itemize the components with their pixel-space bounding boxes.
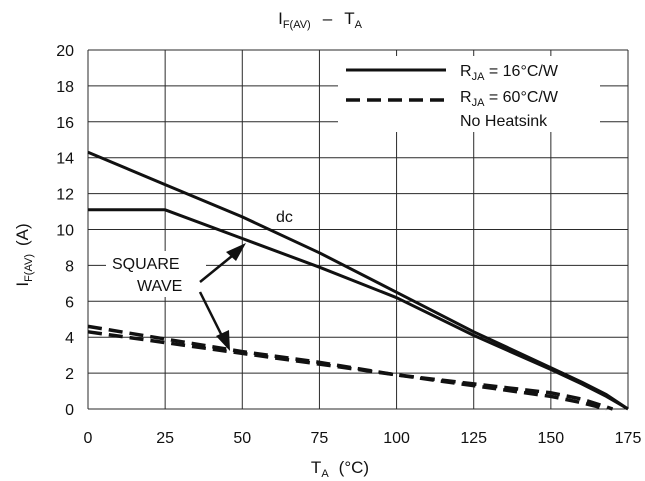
square-wave-arrow-upper: [199, 255, 233, 283]
title-sep: –: [323, 9, 333, 28]
y-tick-label: 4: [65, 330, 74, 347]
legend-label-3: No Heatsink: [460, 113, 548, 130]
square-wave-label-line1: SQUARE: [112, 256, 180, 273]
title-sub: F(AV): [283, 19, 311, 31]
y-tick-label: 2: [65, 366, 74, 383]
square-wave-label-line2: WAVE: [137, 278, 182, 295]
title-main: I: [278, 9, 283, 28]
square-wave-arrow-lower: [198, 291, 224, 337]
y-tick-label: 12: [56, 187, 74, 204]
legend-label-1: RJA = 16°C/W: [460, 63, 559, 83]
x-tick-label: 50: [233, 430, 251, 447]
x-tick-label: 100: [383, 430, 410, 447]
y-tick-label: 8: [65, 258, 74, 275]
series-line-4: [87, 330, 614, 411]
series-line-3: [87, 324, 607, 411]
square-wave-arrowhead-lower: [216, 330, 230, 351]
x-tick-label: 25: [156, 430, 174, 447]
x-tick-label: 75: [311, 430, 329, 447]
x-tick-label: 125: [460, 430, 487, 447]
series-group: [87, 150, 629, 411]
y-axis-main: I: [13, 282, 32, 287]
x-axis-title: TA (°C): [311, 458, 369, 480]
square-wave-arrowhead-upper: [226, 243, 246, 261]
x-tick-label: 0: [84, 430, 93, 447]
y-tick-label: 20: [56, 43, 74, 60]
square-wave-bg: [106, 251, 206, 297]
dc-label: dc: [276, 209, 293, 226]
series-line-2: [88, 208, 629, 411]
x-axis-main: T: [311, 458, 321, 477]
x-tick-labels: 0 25 50 75 100 125 150 175: [84, 430, 642, 447]
x-tick-label: 175: [615, 430, 642, 447]
y-tick-label: 0: [65, 402, 74, 419]
y-tick-label: 6: [65, 294, 74, 311]
x-tick-label: 150: [538, 430, 565, 447]
title-main2: T: [344, 9, 354, 28]
x-axis-unit: (°C): [339, 458, 369, 477]
y-tick-label: 10: [56, 223, 74, 240]
legend-label-2: RJA = 60°C/W: [460, 89, 559, 109]
series-line-1: [87, 150, 629, 411]
x-axis-sub: A: [321, 468, 329, 480]
y-axis-unit: (A): [13, 223, 32, 246]
y-axis-title: IF(AV) (A): [13, 223, 35, 286]
legend: RJA = 16°C/W RJA = 60°C/W No Heatsink: [338, 56, 600, 132]
y-tick-label: 18: [56, 79, 74, 96]
y-tick-labels: 0 2 4 6 8 10 12 14 16 18 20: [56, 43, 74, 419]
y-axis-sub: F(AV): [23, 254, 35, 282]
chart-title: IF(AV) – TA: [278, 9, 363, 31]
dc-label-bg: [270, 205, 302, 227]
y-tick-label: 16: [56, 115, 74, 132]
title-sub2: A: [355, 19, 363, 31]
y-tick-label: 14: [56, 151, 74, 168]
